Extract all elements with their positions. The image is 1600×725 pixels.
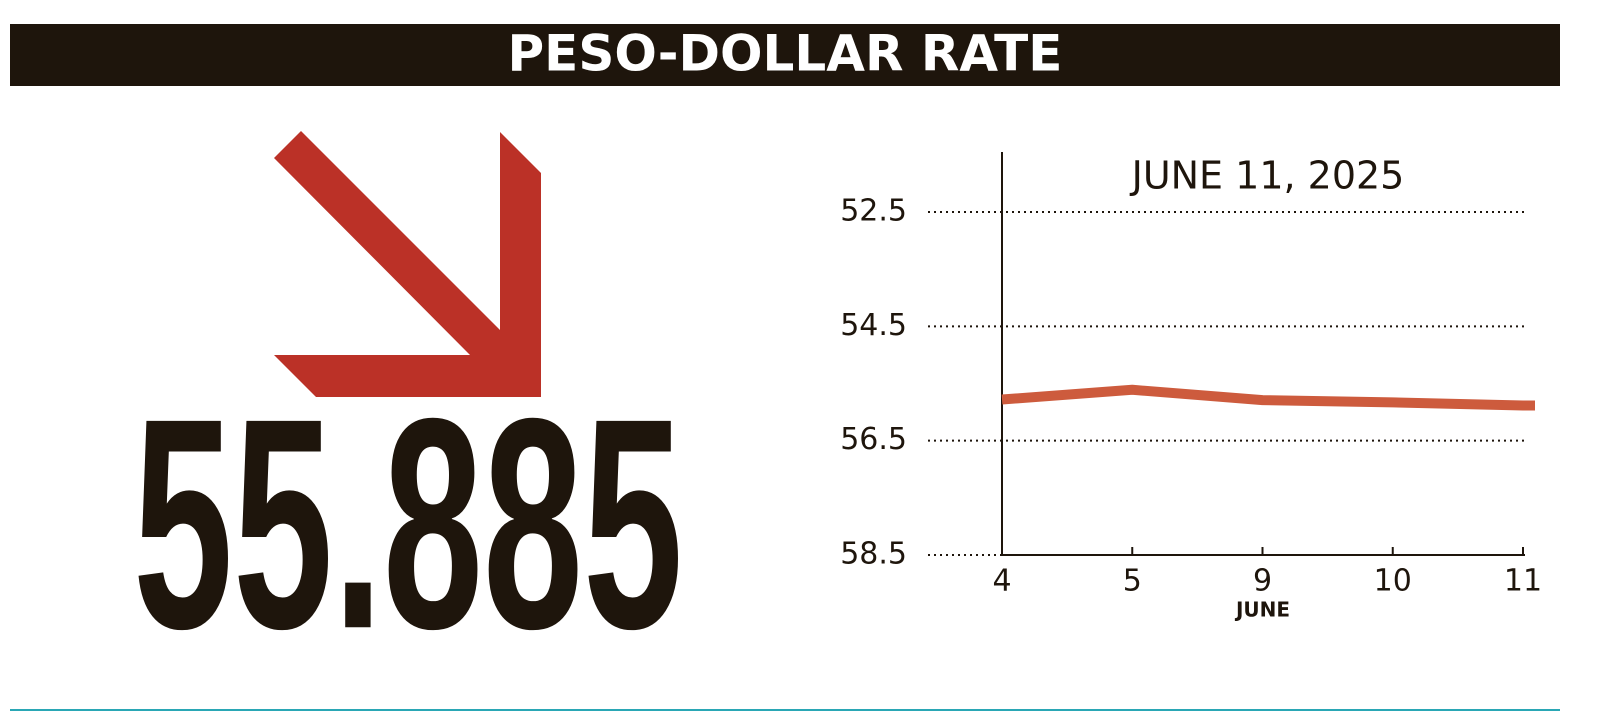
date-annotation: JUNE 11, 2025 [1130,154,1405,198]
x-tick-label: 11 [1504,564,1542,599]
chart-title: PESO-DOLLAR RATE [508,25,1063,83]
down-arrow [274,131,541,397]
x-tick-label: 9 [1253,564,1272,599]
x-tick-label: 5 [1123,564,1142,599]
header-bar [10,24,1560,86]
x-tick-label: 10 [1374,564,1412,599]
x-tick-label: 4 [992,564,1011,599]
x-axis-label: JUNE [1234,598,1290,622]
y-tick-label: 58.5 [840,537,907,572]
y-tick-label: 54.5 [840,308,907,343]
rate-line [1001,384,1535,411]
current-rate: 55.885 [133,355,683,691]
y-tick-label: 52.5 [840,194,907,229]
y-tick-label: 56.5 [840,422,907,457]
